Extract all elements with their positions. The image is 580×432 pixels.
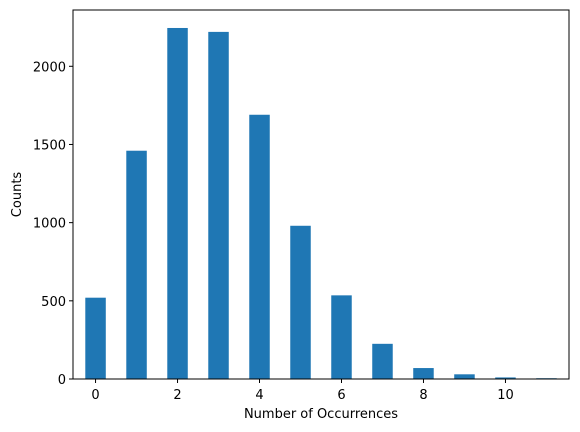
y-tick-label: 1500 bbox=[33, 138, 66, 153]
y-tick-label: 0 bbox=[58, 373, 66, 388]
y-ticks: 0 500 1000 1500 2000 bbox=[33, 60, 73, 388]
bar-0 bbox=[85, 297, 106, 379]
x-tick-label: 8 bbox=[419, 388, 427, 403]
y-tick-label: 500 bbox=[41, 295, 66, 310]
bar-10 bbox=[495, 377, 516, 379]
bar-9 bbox=[454, 374, 475, 379]
bar-3 bbox=[208, 31, 229, 379]
bars-group bbox=[85, 27, 557, 380]
x-tick-label: 10 bbox=[497, 388, 514, 403]
bar-2 bbox=[167, 27, 188, 380]
plot-frame bbox=[72, 9, 570, 380]
bar-1 bbox=[126, 150, 147, 379]
bar-8 bbox=[413, 368, 434, 379]
y-tick-label: 2000 bbox=[33, 60, 66, 75]
y-axis-label: Counts bbox=[10, 172, 25, 218]
y-tick-label: 1000 bbox=[33, 217, 66, 232]
x-tick-label: 4 bbox=[255, 388, 263, 403]
bar-4 bbox=[249, 114, 270, 379]
bar-6 bbox=[331, 295, 352, 379]
x-axis-label: Number of Occurrences bbox=[244, 407, 398, 422]
x-tick-label: 2 bbox=[173, 388, 181, 403]
bar-5 bbox=[290, 225, 311, 379]
x-tick-label: 0 bbox=[91, 388, 99, 403]
bar-7 bbox=[372, 343, 393, 379]
x-ticks: 0 2 4 6 8 10 bbox=[91, 379, 514, 403]
x-tick-label: 6 bbox=[337, 388, 345, 403]
